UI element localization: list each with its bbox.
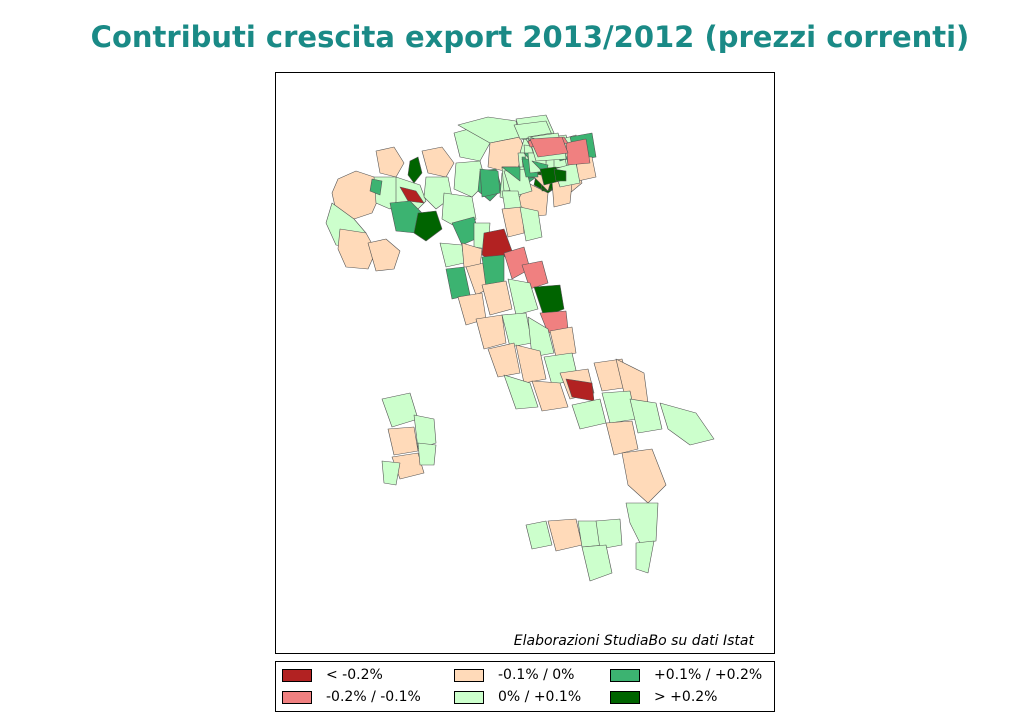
italy-map (325, 114, 715, 582)
legend-swatch (610, 690, 640, 704)
province-region (387, 426, 419, 456)
province-region (519, 206, 543, 242)
legend-label: > +0.2% (654, 689, 718, 705)
legend-swatch (454, 690, 484, 704)
legend-swatch (282, 668, 312, 682)
legend-item: -0.1% / 0% (454, 667, 574, 683)
province-region (501, 312, 533, 348)
province-region (507, 278, 539, 316)
province-region (381, 460, 401, 486)
legend-label: 0% / +0.1% (498, 689, 582, 705)
province-region (515, 344, 547, 384)
province-region (369, 178, 383, 196)
province-region (629, 398, 663, 434)
province-region (413, 414, 437, 450)
legend-label: +0.1% / +0.2% (654, 667, 763, 683)
province-region (381, 392, 419, 428)
legend-item: 0% / +0.1% (454, 689, 581, 705)
province-region (581, 544, 613, 582)
province-region (407, 156, 423, 184)
province-region (605, 420, 639, 456)
legend: < -0.2% -0.2% / -0.1% -0.1% / 0% 0% / +0… (275, 661, 775, 712)
province-region (531, 380, 569, 412)
province-region (501, 206, 525, 238)
province-region (375, 146, 405, 178)
legend-item: < -0.2% (282, 667, 383, 683)
source-credit: Elaborazioni StudiaBo su dati Istat (513, 633, 754, 649)
province-region (547, 518, 583, 552)
province-region (553, 168, 567, 182)
province-region (445, 266, 471, 300)
province-region (601, 390, 637, 424)
province-region (337, 228, 377, 270)
province-region (367, 238, 401, 272)
map-panel: Elaborazioni StudiaBo su dati Istat (275, 72, 775, 654)
province-region (479, 168, 501, 198)
province-region (621, 448, 667, 504)
province-region (331, 170, 381, 220)
legend-item: +0.1% / +0.2% (610, 667, 762, 683)
legend-label: -0.2% / -0.1% (326, 689, 421, 705)
province-region (481, 280, 513, 316)
province-region (571, 398, 607, 430)
province-region (413, 210, 443, 242)
province-region (475, 314, 507, 350)
province-region (503, 374, 539, 410)
legend-swatch (610, 668, 640, 682)
legend-label: < -0.2% (326, 667, 383, 683)
legend-swatch (454, 668, 484, 682)
province-region (527, 316, 555, 358)
map-title: Contributi crescita export 2013/2012 (pr… (90, 20, 970, 54)
province-region (625, 502, 659, 544)
province-region (529, 136, 569, 158)
province-region (417, 442, 437, 466)
legend-item: > +0.2% (610, 689, 717, 705)
province-region (525, 520, 553, 550)
province-region (635, 540, 655, 574)
legend-item: -0.2% / -0.1% (282, 689, 421, 705)
province-region (399, 186, 425, 204)
province-region (501, 166, 521, 182)
province-region (595, 518, 623, 550)
province-region (565, 138, 591, 166)
province-region (421, 146, 455, 178)
province-region (487, 342, 521, 378)
province-region (533, 284, 565, 318)
legend-swatch (282, 690, 312, 704)
province-region (439, 242, 465, 268)
province-region (659, 402, 715, 446)
province-region (549, 326, 577, 358)
province-region (521, 260, 549, 290)
legend-label: -0.1% / 0% (498, 667, 575, 683)
